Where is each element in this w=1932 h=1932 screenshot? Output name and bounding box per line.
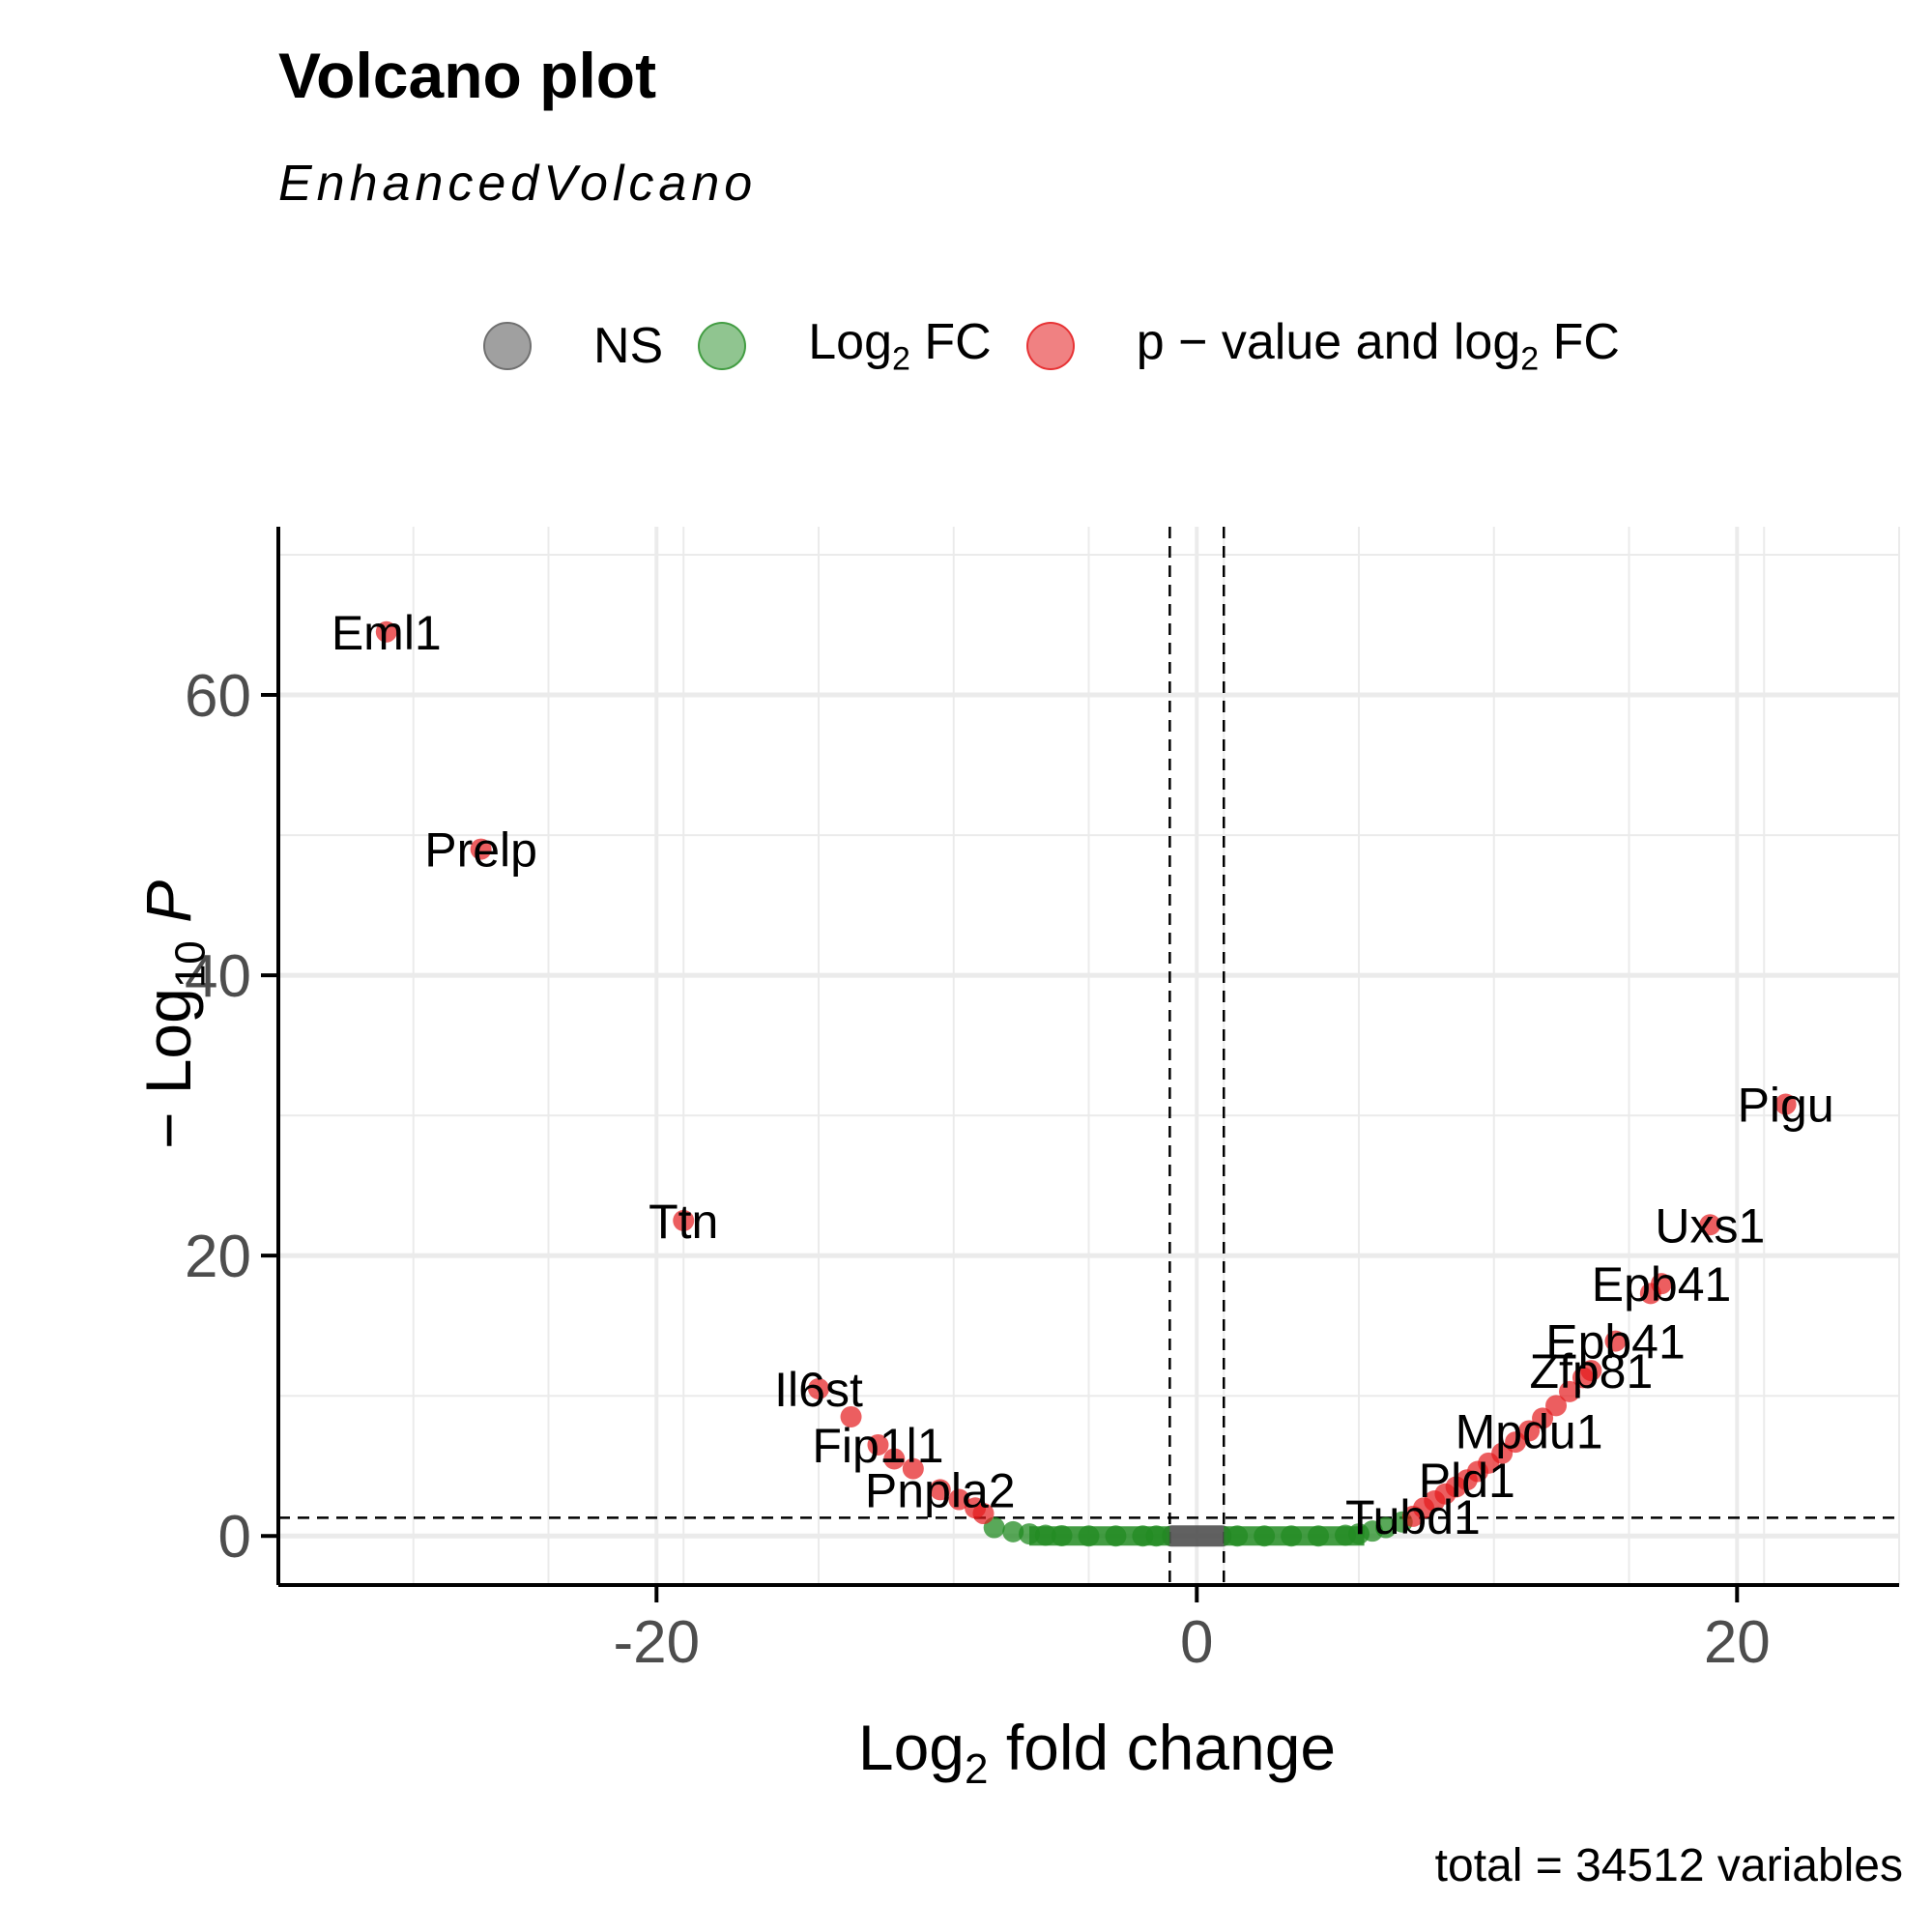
legend-item-ns: NS <box>483 317 663 375</box>
x-tick-label: 0 <box>1180 1609 1213 1676</box>
gene-label: Ttn <box>649 1195 718 1249</box>
fc-point <box>1374 1516 1397 1539</box>
sig-point <box>902 1457 924 1480</box>
legend-dot-ns <box>483 322 532 370</box>
sig-point <box>1651 1273 1673 1295</box>
x-axis-label: Log2 fold change <box>857 1712 1337 1794</box>
sig-point <box>808 1377 829 1399</box>
legend: NS Log2 FC p − value and log2 FC <box>483 307 1655 385</box>
sig-point <box>1699 1214 1721 1236</box>
x-tick-label: -20 <box>613 1609 700 1676</box>
gene-label: Tubd1 <box>1345 1490 1481 1544</box>
gene-label: Pld1 <box>1419 1454 1515 1508</box>
gene-label: Uxs1 <box>1655 1198 1765 1253</box>
y-tick-label: 40 <box>185 943 251 1010</box>
fc-points-band-left <box>1029 1526 1170 1546</box>
y-tick-label: 0 <box>218 1504 251 1571</box>
sig-point <box>1559 1380 1581 1402</box>
gene-label: Fip1l1 <box>812 1419 943 1473</box>
legend-label-pvalue-and-log2fc: p − value and log2 FC <box>1136 314 1620 378</box>
gene-label: Pnpla2 <box>865 1463 1016 1517</box>
legend-label-ns: NS <box>593 318 664 374</box>
gene-label: Prelp <box>424 823 537 878</box>
chart-title: Volcano plot <box>278 40 657 111</box>
gene-label: Epb41 <box>1545 1315 1686 1370</box>
sig-point <box>1545 1395 1568 1417</box>
y-axis-label: − Log10 P <box>132 879 215 1150</box>
sig-point <box>1774 1093 1797 1115</box>
sig-point <box>1532 1407 1554 1429</box>
gene-label: Il6st <box>774 1363 863 1417</box>
sig-point <box>1580 1360 1602 1382</box>
fc-points-band-right <box>1224 1526 1365 1546</box>
legend-item-pvalue-and-log2fc: p − value and log2 FC <box>1025 313 1620 378</box>
legend-dot-pvalue-and-log2fc <box>1025 321 1075 370</box>
y-tick-label: 60 <box>185 663 251 730</box>
sig-point <box>673 1209 695 1231</box>
gene-label: Zfp81 <box>1529 1344 1653 1399</box>
sig-point <box>375 620 397 643</box>
sig-point <box>1604 1330 1627 1352</box>
sig-point <box>867 1433 889 1456</box>
sig-point <box>948 1488 970 1511</box>
sig-point <box>929 1479 951 1501</box>
legend-label-log2fc: Log2 FC <box>808 314 992 378</box>
gene-label: Eml1 <box>332 606 442 660</box>
sig-point <box>883 1448 906 1470</box>
sig-point <box>1518 1420 1541 1442</box>
ns-points-cluster <box>1162 1525 1232 1547</box>
x-tick-label: 20 <box>1704 1609 1771 1676</box>
legend-item-log2fc: Log2 FC <box>698 313 992 378</box>
y-tick-label: 20 <box>185 1224 251 1290</box>
sig-point <box>470 838 492 860</box>
legend-dot-log2fc <box>698 321 747 370</box>
gene-label: Mpdu1 <box>1456 1404 1603 1458</box>
fc-point <box>1002 1520 1024 1543</box>
gene-label: Epb41 <box>1592 1257 1732 1312</box>
sig-point <box>972 1503 995 1525</box>
chart-subtitle: EnhancedVolcano <box>278 156 758 212</box>
gene-label: Pigu <box>1738 1079 1834 1133</box>
sig-point <box>840 1405 862 1427</box>
caption: total = 34512 variables <box>1434 1840 1903 1891</box>
